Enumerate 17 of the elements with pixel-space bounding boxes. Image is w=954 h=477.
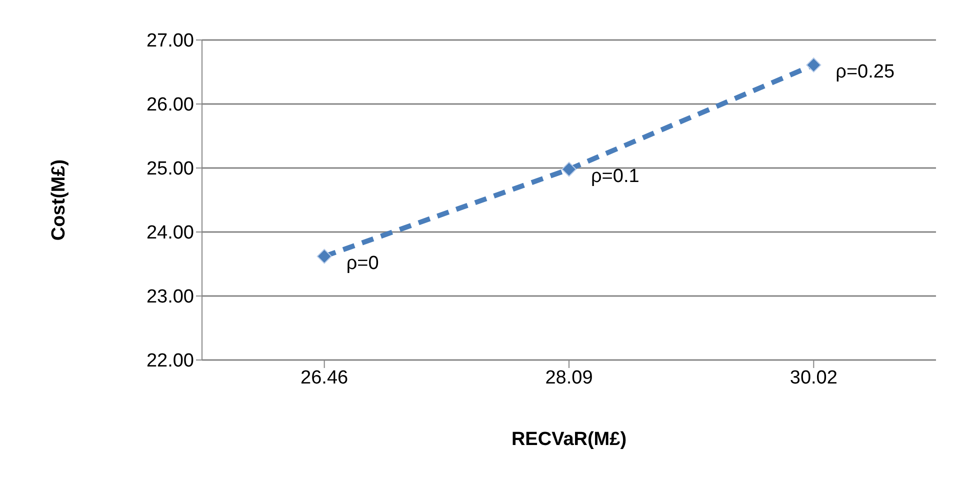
x-tick-label: 26.46 (300, 367, 348, 388)
point (562, 162, 576, 177)
point (806, 57, 822, 72)
y-tick-label: 22.00 (146, 350, 194, 372)
y-tick-label: 24.00 (146, 222, 194, 244)
y-tick-label: 25.00 (146, 158, 194, 180)
annotation: ρ=0.1 (591, 166, 640, 188)
x-tick-label: 30.02 (790, 367, 838, 388)
y-tick-label: 27.00 (146, 30, 194, 52)
x-tick-label: 28.09 (545, 367, 593, 388)
y-axis-title: Cost(M£) (48, 159, 70, 241)
annotation: ρ=0.25 (836, 62, 895, 83)
x-axis-title: RECVaR(M£) (511, 429, 627, 450)
y-tick-label: 26.00 (146, 94, 194, 116)
annotation: ρ=0 (346, 253, 379, 274)
point (316, 248, 332, 264)
y-tick-label: 23.00 (146, 286, 194, 308)
